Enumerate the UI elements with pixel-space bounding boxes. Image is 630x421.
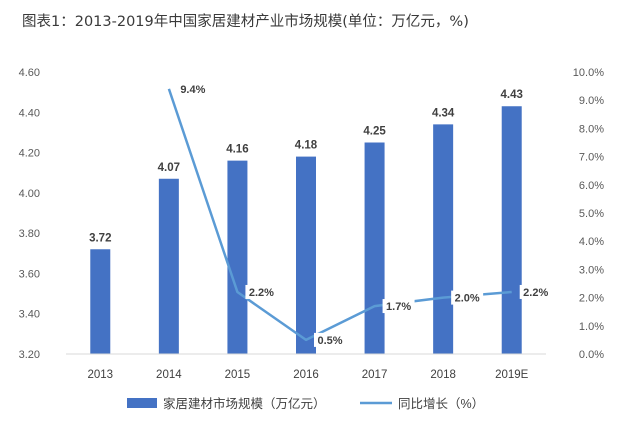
bar-value-label: 4.43 <box>501 89 523 101</box>
x-tick-label: 2013 <box>87 369 113 381</box>
y-right-tick-label: 5.0% <box>579 208 604 220</box>
y-left-tick-label: 4.60 <box>19 67 40 79</box>
bar <box>90 249 111 354</box>
line-value-label: 2.2% <box>523 287 548 299</box>
line-value-label: 9.4% <box>180 84 205 96</box>
line-label-bg <box>519 284 552 299</box>
line-label-bg <box>314 332 346 347</box>
line-value-label: 2.0% <box>455 293 480 305</box>
legend-label-line: 同比增长（%） <box>398 396 484 411</box>
bar <box>364 142 385 354</box>
y-right-tick-label: 8.0% <box>579 123 604 135</box>
line-value-label: 0.5% <box>317 335 342 347</box>
bar-value-label: 4.07 <box>158 162 180 174</box>
bar-value-label: 4.18 <box>295 140 318 152</box>
y-right-tick-label: 9.0% <box>579 95 604 107</box>
y-left-tick-label: 3.80 <box>19 228 40 240</box>
bar-value-label: 4.25 <box>363 126 386 138</box>
bar <box>227 160 248 354</box>
bar <box>296 156 316 354</box>
y-left-tick-label: 4.40 <box>19 107 40 119</box>
x-tick-label: 2017 <box>362 369 388 381</box>
chart-title: 图表1：2013-2019年中国家居建材产业市场规模(单位：万亿元，%) <box>22 14 469 30</box>
y-right-tick-label: 6.0% <box>579 180 604 192</box>
y-right-tick-label: 2.0% <box>579 293 604 305</box>
y-right-tick-label: 7.0% <box>579 152 604 164</box>
x-tick-label: 2019E <box>495 369 529 381</box>
legend-label-bar: 家居建材市场规模（万亿元） <box>163 396 326 411</box>
x-tick-label: 2015 <box>225 369 251 381</box>
bar <box>158 178 179 354</box>
y-right-tick-label: 10.0% <box>573 67 604 79</box>
bar-value-label: 4.16 <box>226 144 248 156</box>
y-left-tick-label: 3.20 <box>19 349 40 361</box>
x-tick-label: 2016 <box>293 369 319 381</box>
y-left-tick-label: 3.60 <box>19 268 40 280</box>
line-label-bg <box>382 299 415 314</box>
line-value-label: 1.7% <box>386 301 411 313</box>
bar <box>501 106 522 354</box>
bar-value-label: 3.72 <box>89 232 111 244</box>
y-right-tick-label: 4.0% <box>579 236 604 248</box>
y-left-tick-label: 4.20 <box>19 148 40 160</box>
line-value-label: 2.2% <box>249 287 274 299</box>
x-tick-label: 2014 <box>156 369 182 381</box>
y-right-tick-label: 1.0% <box>579 321 604 333</box>
line-label-bg <box>245 284 278 299</box>
y-right-tick-label: 0.0% <box>579 349 604 361</box>
line-label-bg <box>176 81 209 96</box>
y-left-tick-label: 3.40 <box>19 309 40 321</box>
bar-value-label: 4.34 <box>432 107 455 119</box>
line-label-bg <box>451 290 484 305</box>
y-left-tick-label: 4.00 <box>19 188 40 200</box>
x-tick-label: 2018 <box>430 369 456 381</box>
y-right-tick-label: 3.0% <box>579 264 604 276</box>
bar <box>433 124 454 354</box>
legend-swatch-bar <box>127 398 157 408</box>
